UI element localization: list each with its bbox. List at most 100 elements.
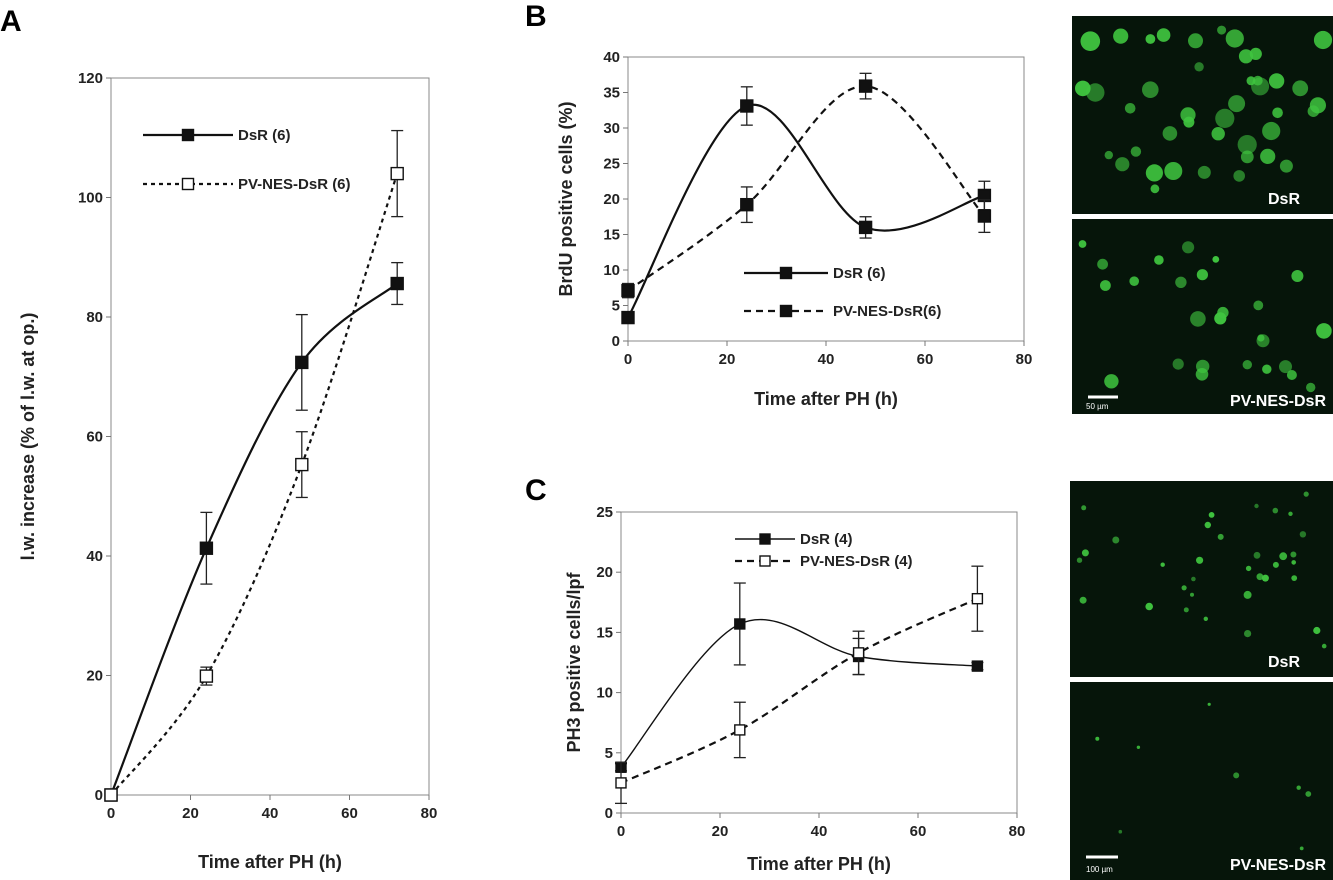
- fluorescent-cell: [1131, 146, 1141, 156]
- fluorescent-cell: [1279, 552, 1287, 560]
- fluorescent-cell: [1228, 95, 1245, 112]
- y-tick-label: 10: [596, 685, 613, 702]
- fluorescent-cell: [1287, 370, 1297, 380]
- y-tick-label: 25: [603, 156, 620, 173]
- y-tick-label: 40: [86, 548, 103, 565]
- fluorescent-cell: [1097, 259, 1108, 270]
- x-tick-label: 80: [1009, 823, 1026, 840]
- fluorescent-cell: [1164, 162, 1182, 180]
- data-point: [105, 789, 117, 801]
- fluorescent-cell: [1175, 277, 1186, 288]
- legend-label: DsR (6): [833, 265, 886, 282]
- fluorescent-cell: [1273, 508, 1279, 514]
- fluorescent-cell: [1288, 512, 1292, 516]
- data-point: [735, 619, 745, 629]
- fluorescent-cell: [1304, 492, 1309, 497]
- fluorescent-cell: [1233, 170, 1245, 182]
- fluorescent-cell: [1205, 522, 1211, 528]
- legend-marker: [760, 534, 770, 544]
- x-tick-label: 0: [107, 805, 115, 822]
- series-line: [621, 619, 977, 767]
- fluorescent-cell: [1305, 791, 1311, 797]
- y-tick-label: 5: [612, 298, 620, 315]
- panel-letter-c: C: [525, 474, 547, 507]
- y-tick-label: 60: [86, 429, 103, 446]
- fluorescent-cell: [1273, 562, 1279, 568]
- fluorescent-cell: [1244, 630, 1251, 637]
- fluorescent-cell: [1322, 644, 1327, 649]
- fluorescent-cell: [1208, 703, 1211, 706]
- fluorescent-cell: [1262, 122, 1280, 140]
- fluorescent-cell: [1197, 269, 1208, 280]
- y-tick-label: 35: [603, 85, 620, 102]
- fluorescent-cell: [1204, 617, 1208, 621]
- fluorescent-cell: [1233, 772, 1239, 778]
- fluorescent-cell: [1291, 575, 1297, 581]
- fluorescent-cell: [1145, 603, 1153, 611]
- fluorescent-cell: [1280, 160, 1293, 173]
- fluorescent-cell: [1247, 76, 1256, 85]
- x-tick-label: 0: [624, 351, 632, 368]
- fluorescent-cell: [1137, 746, 1140, 749]
- fluorescent-cell: [1100, 280, 1111, 291]
- legend-label: DsR (6): [238, 127, 291, 144]
- fluorescent-cell: [1196, 557, 1203, 564]
- fluorescent-cell: [1272, 108, 1283, 119]
- fluorescent-cell: [1254, 504, 1258, 508]
- y-tick-label: 20: [86, 668, 103, 685]
- fluorescent-cell: [1214, 312, 1226, 324]
- fluorescent-cell: [1239, 49, 1253, 63]
- fluorescent-cell: [1125, 103, 1136, 114]
- y-axis-title: PH3 positive cells/lpf: [564, 571, 584, 752]
- series-line: [628, 105, 984, 318]
- legend-label: PV-NES-DsR (6): [238, 176, 351, 193]
- fluorescent-cell: [1253, 301, 1263, 311]
- y-tick-label: 40: [603, 49, 620, 66]
- y-tick-label: 25: [596, 504, 613, 521]
- figure: A B C 0204060801001200 20 40 60 80Time after…: [0, 0, 1333, 880]
- data-point: [741, 199, 753, 211]
- fluorescent-cell: [1104, 374, 1118, 388]
- x-tick-label: 0: [617, 823, 625, 840]
- x-tick-label: 40: [818, 351, 835, 368]
- fluorescent-cell: [1079, 240, 1087, 248]
- y-tick-label: 0: [612, 333, 620, 350]
- fluorescent-cell: [1217, 26, 1226, 35]
- fluorescent-cell: [1291, 560, 1296, 565]
- fluorescent-cell: [1142, 81, 1159, 98]
- fluorescent-cell: [1254, 552, 1261, 559]
- fluorescent-cell: [1112, 537, 1119, 544]
- fluorescent-cell: [1182, 241, 1194, 253]
- fluorescent-cell: [1306, 383, 1315, 392]
- x-tick-label: 60: [910, 823, 927, 840]
- y-tick-label: 80: [86, 309, 103, 326]
- y-tick-label: 100: [78, 190, 103, 207]
- legend-marker: [183, 130, 194, 141]
- legend-marker: [781, 306, 792, 317]
- data-point: [972, 661, 982, 671]
- data-point: [391, 168, 403, 180]
- fluorescent-cell: [1191, 577, 1196, 582]
- x-tick-label: 80: [1016, 351, 1033, 368]
- fluorescent-cell: [1154, 255, 1164, 265]
- fluorescent-cell: [1129, 276, 1139, 286]
- data-point: [972, 594, 982, 604]
- fluorescent-cell: [1226, 29, 1244, 47]
- micrograph-c-top: DsR: [1070, 481, 1333, 677]
- data-point: [860, 221, 872, 233]
- micrograph-b-bottom: 50 µm PV-NES-DsR: [1072, 219, 1333, 414]
- data-point: [296, 459, 308, 471]
- fluorescent-cell: [1115, 157, 1129, 171]
- micrograph-label: DsR: [1268, 654, 1300, 671]
- y-axis-title: BrdU positive cells (%): [556, 101, 576, 296]
- data-point: [200, 670, 212, 682]
- legend-marker: [760, 556, 770, 566]
- plot-frame: [628, 57, 1024, 341]
- chart-a: 0 20 40 60 80 100 120 0 20 40 60 80 Time after PH (h…: [18, 70, 437, 872]
- fluorescent-cell: [1081, 31, 1101, 51]
- x-tick-label: 60: [341, 805, 358, 822]
- fluorescent-cell: [1161, 563, 1165, 567]
- data-point: [296, 356, 308, 368]
- fluorescent-cell: [1081, 505, 1086, 510]
- fluorescent-cell: [1188, 33, 1203, 48]
